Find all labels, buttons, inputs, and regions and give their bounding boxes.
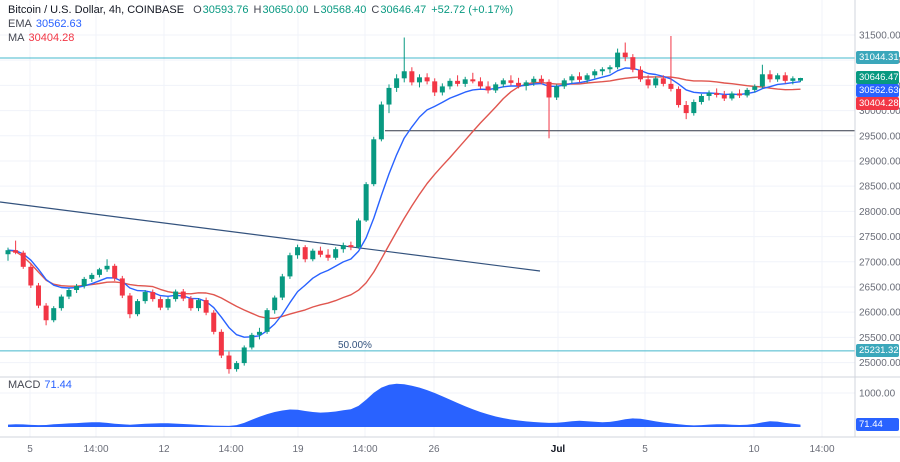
svg-text:30000.00: 30000.00	[859, 106, 900, 117]
svg-text:12: 12	[158, 444, 170, 455]
fib-50-label[interactable]: 50.00%	[338, 340, 372, 351]
high-label: H	[253, 4, 262, 16]
ema-price-badge: 30562.63	[856, 84, 899, 98]
svg-text:14:00: 14:00	[218, 444, 243, 455]
chart-legend: Bitcoin / U.S. Dollar, 4h, COINBASE O3059…	[8, 3, 513, 45]
svg-text:26500.00: 26500.00	[859, 282, 900, 293]
change-value: +52.72 (+0.17%)	[431, 4, 514, 16]
ema-label: EMA	[8, 18, 32, 30]
close-label: C	[371, 4, 380, 16]
svg-text:28000.00: 28000.00	[859, 207, 900, 218]
svg-text:1000.00: 1000.00	[859, 389, 896, 400]
svg-text:19: 19	[292, 444, 304, 455]
ma-value: 30404.28	[28, 32, 75, 44]
macd-value-badge: 71.44	[856, 418, 899, 432]
fib-level-badge: 31044.31	[856, 51, 899, 65]
svg-text:14:00: 14:00	[352, 444, 377, 455]
svg-text:25500.00: 25500.00	[859, 333, 900, 344]
svg-text:26000.00: 26000.00	[859, 308, 900, 319]
svg-text:29500.00: 29500.00	[859, 131, 900, 142]
svg-text:5: 5	[642, 444, 648, 455]
symbol-row[interactable]: Bitcoin / U.S. Dollar, 4h, COINBASE O3059…	[8, 3, 513, 17]
svg-text:28500.00: 28500.00	[859, 182, 900, 193]
ema-value: 30562.63	[35, 18, 82, 30]
svg-text:31500.00: 31500.00	[859, 30, 900, 41]
svg-text:27000.00: 27000.00	[859, 257, 900, 268]
macd-value: 71.44	[44, 379, 72, 391]
ema-line	[7, 67, 801, 338]
svg-text:10: 10	[748, 444, 760, 455]
ma-indicator-row[interactable]: MA 30404.28	[8, 31, 513, 45]
symbol-title[interactable]: Bitcoin / U.S. Dollar, 4h, COINBASE	[8, 4, 185, 16]
svg-text:14:00: 14:00	[809, 444, 834, 455]
low-label: L	[313, 4, 320, 16]
svg-text:26: 26	[428, 444, 440, 455]
ma-price-badge: 30404.28	[856, 97, 899, 111]
svg-text:Jul: Jul	[551, 444, 566, 455]
last-price-badge: 30646.47	[856, 71, 899, 85]
open-value: 30593.76	[202, 4, 249, 16]
svg-text:25000.00: 25000.00	[859, 358, 900, 369]
high-value: 30650.00	[262, 4, 309, 16]
svg-text:29000.00: 29000.00	[859, 156, 900, 167]
ma-label: MA	[8, 32, 25, 44]
macd-legend[interactable]: MACD 71.44	[8, 379, 72, 392]
close-value: 30646.47	[380, 4, 427, 16]
svg-text:27500.00: 27500.00	[859, 232, 900, 243]
macd-label: MACD	[8, 379, 41, 391]
low-value: 30568.40	[320, 4, 367, 16]
ema-indicator-row[interactable]: EMA 30562.63	[8, 17, 513, 31]
macd-area	[8, 383, 801, 427]
fib-level-badge: 25231.32	[856, 344, 899, 358]
svg-text:5: 5	[27, 444, 33, 455]
ma-line	[7, 76, 801, 319]
open-label: O	[193, 4, 202, 16]
svg-text:14:00: 14:00	[83, 444, 108, 455]
